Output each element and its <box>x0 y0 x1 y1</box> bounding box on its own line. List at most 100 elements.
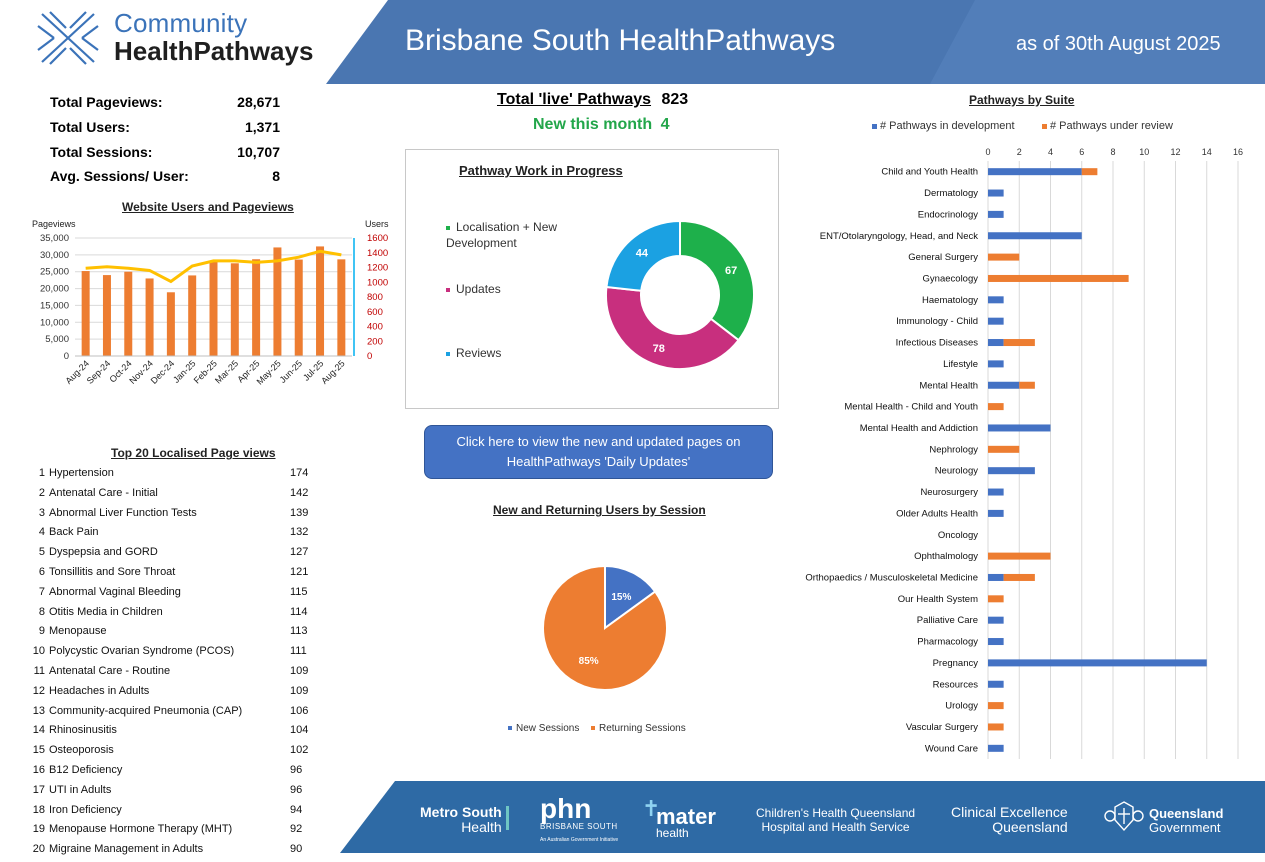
category-label: Older Adults Health <box>896 508 978 519</box>
category-label: General Surgery <box>908 252 978 263</box>
x-tick-label: 6 <box>1079 147 1084 157</box>
live-pathways-value: 823 <box>661 91 689 108</box>
daily-updates-button[interactable]: Click here to view the new and updated p… <box>424 425 773 479</box>
top20-rank: 13 <box>32 704 45 717</box>
pie-slice <box>604 564 657 630</box>
suite-bar <box>988 339 1004 347</box>
daily-updates-button-line2: HealthPathways 'Daily Updates' <box>506 454 691 469</box>
top20-count: 104 <box>290 724 309 737</box>
suite-bar <box>988 274 1129 282</box>
category-label: Child and Youth Health <box>881 167 978 178</box>
legend-swatch-icon <box>446 225 450 230</box>
wip-legend-updates-label: Updates <box>456 282 501 296</box>
x-tick-label: Aug-25 <box>319 358 347 386</box>
top20-name: Abnormal Vaginal Bleeding <box>49 585 181 598</box>
pageviews-bar <box>209 261 218 356</box>
suite-bar-chart: 0 2 4 6 8 10 12 14 16 Child and Youth Health Derma… <box>805 147 1243 759</box>
top20-count: 111 <box>290 645 307 658</box>
x-tick-label: Jun-25 <box>278 358 305 385</box>
community-healthpathways-logo[interactable]: Community HealthPathways <box>36 6 336 68</box>
x-tick-label: 10 <box>1139 147 1149 157</box>
category-label: Oncology <box>938 530 978 541</box>
top20-name: Polycystic Ovarian Syndrome (PCOS) <box>49 645 235 658</box>
top20-row: 10 Polycystic Ovarian Syndrome (PCOS) 111 <box>32 645 322 664</box>
metro-south-health-logo[interactable]: Metro South Health <box>420 805 502 835</box>
users-pageviews-chart-title: Website Users and Pageviews <box>122 200 294 214</box>
y2-tick-label: 200 <box>367 336 383 347</box>
top20-rank: 8 <box>38 605 45 618</box>
category-label: Mental Health - Child and Youth <box>844 402 978 413</box>
top20-count: 127 <box>290 546 309 559</box>
suite-bar <box>988 552 1051 560</box>
qld-crest-icon <box>1104 801 1144 832</box>
category-label: Mental Health <box>919 380 978 391</box>
category-label: Mental Health and Addiction <box>860 423 978 434</box>
pie-slice <box>542 564 668 691</box>
pageviews-bar <box>294 259 303 356</box>
top20-rank: 11 <box>33 665 45 677</box>
suite-bar <box>1003 339 1035 347</box>
top20-rank: 5 <box>38 546 45 559</box>
slice-value-label: 15% <box>611 592 631 603</box>
sessions-chart-title: New and Returning Users by Session <box>493 503 706 517</box>
suite-bar <box>1003 573 1035 581</box>
top20-name: Iron Deficiency <box>49 803 122 816</box>
top20-count: 94 <box>290 803 303 816</box>
category-label: Urology <box>945 701 978 712</box>
phn-sub-text: BRISBANE SOUTH <box>540 822 618 831</box>
suite-bar <box>988 723 1004 731</box>
top20-row: 13 Community-acquired Pneumonia (CAP) 106 <box>32 705 322 724</box>
stat-value-avg-sessions: 8 <box>272 168 280 184</box>
category-label: Lifestyle <box>943 359 978 370</box>
top20-count: 96 <box>290 783 303 796</box>
suite-bar <box>988 360 1004 368</box>
phn-note-text: An Australian Government Initiative <box>540 837 619 843</box>
y2-axis-title: Users <box>365 219 389 229</box>
x-tick-label: May-25 <box>255 358 283 386</box>
top20-name: Migraine Management in Adults <box>49 843 204 856</box>
stat-value-sessions: 10,707 <box>237 144 280 160</box>
top20-rank: 15 <box>32 744 45 757</box>
y2-tick-label: 400 <box>367 322 383 333</box>
y2-tick-label: 600 <box>367 307 383 318</box>
top20-row: 14 Rhinosinusitis 104 <box>32 724 322 743</box>
phn-logo[interactable]: phn BRISBANE SOUTH An Australian Governm… <box>540 795 619 844</box>
sessions-legend-new-label: New Sessions <box>516 723 580 734</box>
pageviews-bar <box>188 275 197 356</box>
pageviews-bar <box>102 275 111 356</box>
x-tick-label: Sep-24 <box>85 358 113 386</box>
ceq-line2: Queensland <box>992 819 1068 835</box>
x-tick-label: 16 <box>1233 147 1243 157</box>
clinical-excellence-qld-logo[interactable]: Clinical Excellence Queensland <box>951 805 1068 835</box>
suite-bar <box>988 168 1082 176</box>
pageviews-bar <box>273 247 282 356</box>
suite-legend-review: # Pathways under review <box>1042 120 1173 132</box>
metro-south-line2: Health <box>461 819 502 835</box>
pageviews-bar <box>337 259 346 356</box>
top20-name: UTI in Adults <box>49 783 112 796</box>
stat-value-pageviews: 28,671 <box>237 94 280 110</box>
y2-tick-label: 1000 <box>367 277 388 288</box>
top20-count: 114 <box>290 605 308 618</box>
metro-south-line1: Metro South <box>420 804 502 820</box>
top20-count: 109 <box>290 684 309 697</box>
suite-bar <box>988 702 1004 710</box>
suite-bar <box>988 509 1004 517</box>
ceq-line1: Clinical Excellence <box>951 804 1068 820</box>
users-line <box>85 249 342 284</box>
suite-chart-title: Pathways by Suite <box>969 93 1075 107</box>
new-this-month-value: 4 <box>660 116 670 133</box>
wip-legend-localisation: Localisation + New Development <box>446 219 576 251</box>
sessions-legend-new: New Sessions <box>508 723 579 734</box>
pageviews-bar <box>252 259 261 356</box>
category-label: Haematology <box>922 295 978 306</box>
childrens-health-qld-logo[interactable]: Children's Health Queensland Hospital an… <box>756 806 915 834</box>
x-tick-label: Dec-24 <box>149 358 177 386</box>
category-label: Orthopaedics / Musculoskeletal Medicine <box>805 572 978 583</box>
page-title: Brisbane South HealthPathways <box>405 24 836 57</box>
legend-swatch-icon <box>1042 123 1047 129</box>
sessions-pie-chart: 15% 85% <box>542 564 668 691</box>
suite-bar <box>988 680 1004 688</box>
category-label: Gynaecology <box>923 273 979 284</box>
top20-rank: 9 <box>38 625 45 638</box>
